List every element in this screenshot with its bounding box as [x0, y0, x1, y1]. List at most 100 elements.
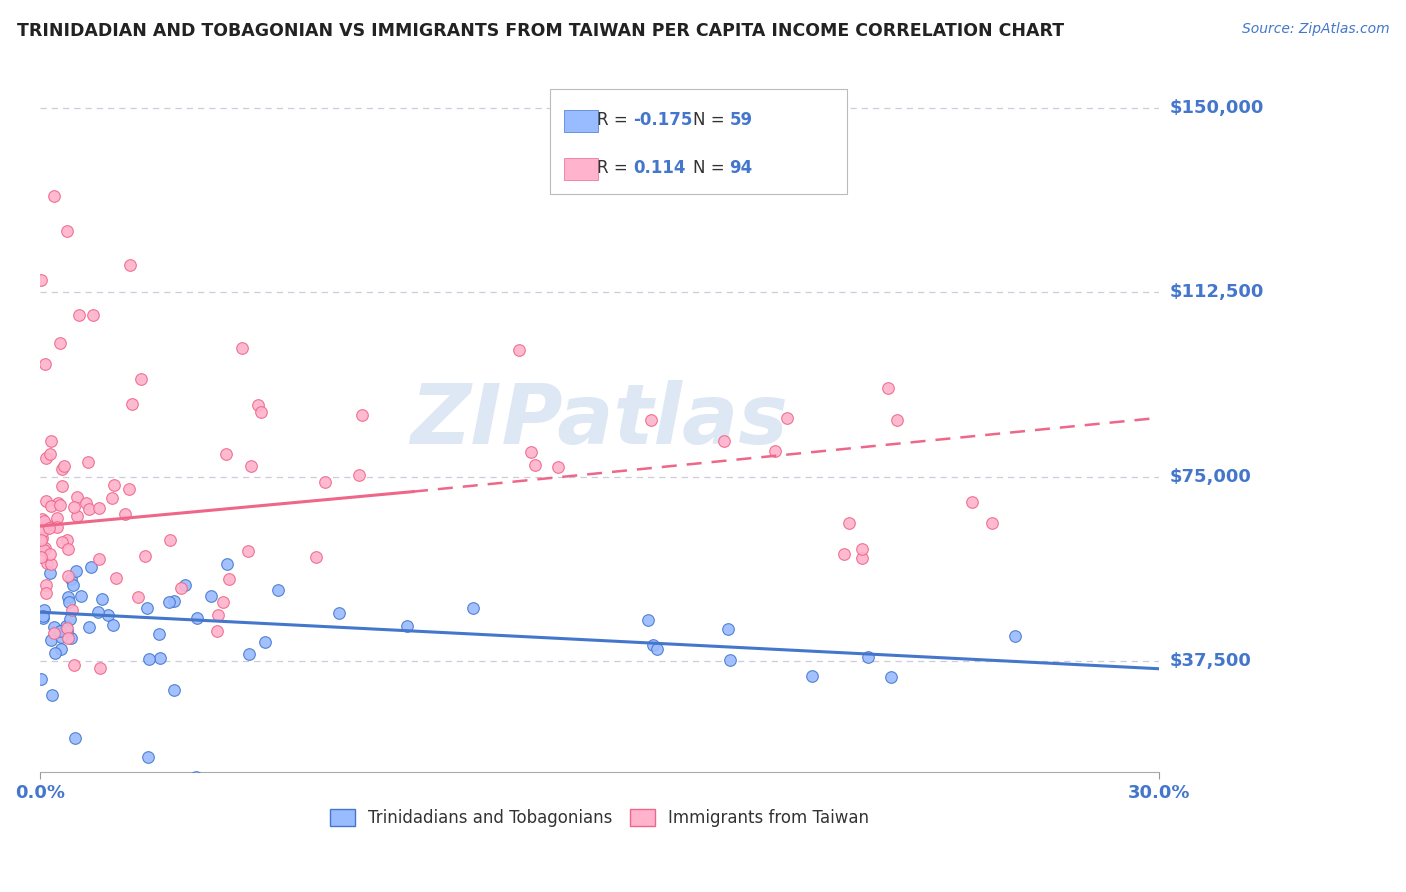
Point: [51, 641, 73, 656]
Point: [32, 514, 55, 528]
Text: R =: R =: [598, 160, 634, 178]
Point: [136, 750, 159, 764]
Point: [776, 411, 799, 425]
Point: [717, 622, 740, 636]
Point: [60, 631, 83, 645]
Point: [58, 568, 80, 582]
Point: [250, 405, 273, 419]
Point: [118, 258, 141, 272]
Point: [63, 657, 86, 672]
Point: [148, 626, 170, 640]
Point: [89, 661, 111, 675]
Point: [138, 652, 160, 666]
Point: [32, 524, 55, 539]
Point: [118, 482, 141, 496]
Point: [347, 468, 370, 483]
Point: [159, 533, 181, 547]
Point: [215, 447, 238, 461]
Point: [34, 541, 56, 555]
Text: R =: R =: [598, 112, 634, 129]
Point: [39, 558, 62, 572]
Point: [643, 638, 665, 652]
Point: [980, 516, 1002, 530]
Point: [58, 590, 80, 604]
Point: [39, 499, 62, 513]
Text: TRINIDADIAN AND TOBAGONIAN VS IMMIGRANTS FROM TAIWAN PER CAPITA INCOME CORRELATI: TRINIDADIAN AND TOBAGONIAN VS IMMIGRANTS…: [17, 22, 1064, 40]
Point: [66, 490, 89, 504]
Point: [39, 447, 62, 461]
Point: [136, 600, 159, 615]
Point: [75, 496, 97, 510]
Text: 0.114: 0.114: [633, 160, 686, 178]
Point: [56, 542, 79, 557]
Point: [89, 500, 111, 515]
Text: N =: N =: [693, 112, 730, 129]
Point: [51, 462, 73, 476]
Point: [46, 519, 69, 533]
Point: [35, 450, 58, 465]
Point: [62, 603, 84, 617]
Point: [547, 459, 569, 474]
Point: [149, 650, 172, 665]
Point: [285, 805, 308, 819]
Point: [159, 595, 181, 609]
Point: [79, 620, 101, 634]
Point: [49, 335, 72, 350]
Text: 59: 59: [730, 112, 752, 129]
Point: [101, 617, 124, 632]
Point: [129, 372, 152, 386]
Point: [212, 595, 235, 609]
Point: [103, 478, 125, 492]
Text: N =: N =: [693, 160, 730, 178]
Point: [637, 614, 659, 628]
Point: [45, 510, 67, 524]
Point: [184, 770, 207, 784]
Point: [49, 630, 72, 644]
Point: [39, 547, 62, 561]
Point: [851, 551, 873, 566]
Point: [97, 607, 120, 622]
Point: [519, 445, 541, 459]
Point: [60, 573, 83, 587]
Point: [70, 589, 93, 603]
Point: [114, 508, 136, 522]
Point: [30, 672, 52, 686]
Point: [42, 189, 65, 203]
Point: [63, 731, 86, 745]
Point: [38, 521, 60, 535]
Point: [231, 342, 253, 356]
Point: [30, 273, 52, 287]
Point: [34, 357, 56, 371]
Text: $150,000: $150,000: [1170, 99, 1264, 117]
Point: [763, 443, 786, 458]
Point: [718, 653, 741, 667]
Point: [39, 633, 62, 648]
Point: [87, 551, 110, 566]
Point: [79, 502, 101, 516]
Point: [254, 635, 277, 649]
Point: [877, 381, 900, 395]
Point: [62, 578, 84, 592]
Point: [800, 669, 823, 683]
Point: [215, 558, 238, 572]
Point: [82, 308, 104, 322]
Point: [170, 581, 193, 595]
Point: [960, 495, 983, 509]
Point: [35, 789, 58, 804]
Point: [67, 308, 90, 322]
Point: [100, 491, 122, 505]
Point: [305, 549, 328, 564]
Point: [524, 458, 547, 473]
Point: [713, 434, 735, 449]
Point: [80, 560, 103, 574]
Point: [30, 533, 52, 548]
Point: [58, 595, 80, 609]
Point: [174, 578, 197, 592]
Point: [186, 611, 208, 625]
Point: [56, 224, 79, 238]
Text: $75,000: $75,000: [1170, 468, 1251, 486]
Point: [51, 479, 73, 493]
Point: [63, 500, 86, 514]
Point: [41, 688, 63, 702]
Point: [56, 533, 79, 547]
